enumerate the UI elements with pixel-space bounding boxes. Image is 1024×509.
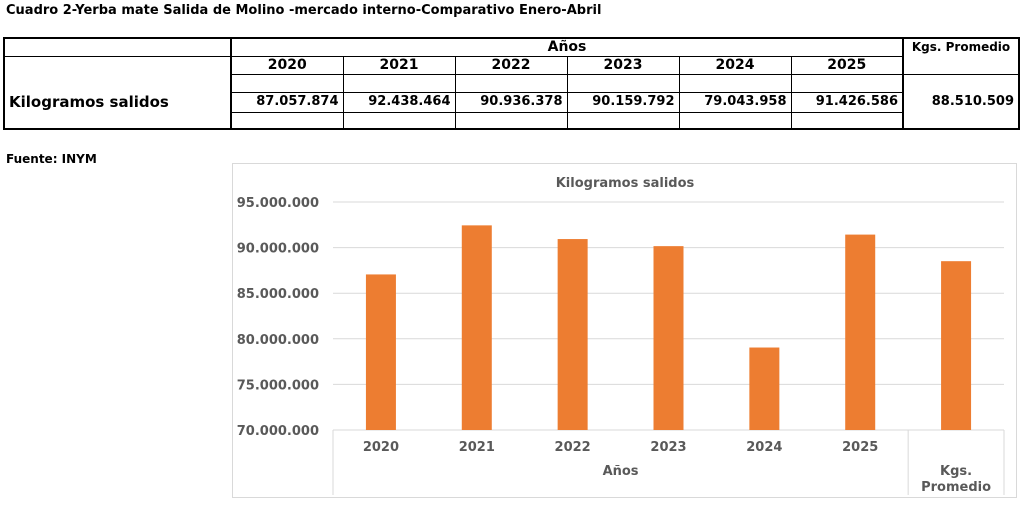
x-group-label: Años (603, 464, 639, 479)
average-value-cell: 88.510.509 (902, 92, 1021, 112)
label-spacer (3, 74, 232, 92)
years-group-header: Años (229, 37, 904, 57)
bar (365, 274, 396, 430)
bar (653, 246, 684, 430)
y-tick-label: 75.000.000 (237, 378, 319, 393)
value-cell: 90.159.792 (566, 91, 680, 113)
bar (749, 347, 780, 430)
label-spacer (3, 112, 232, 130)
bar (557, 239, 588, 430)
value-cell: 79.043.958 (678, 91, 792, 113)
x-tick-label: 2024 (746, 440, 782, 455)
year-header: 2024 (678, 55, 792, 75)
average-header: Kgs. Promedio (902, 37, 1021, 75)
bar-chart: Kilogramos salidos 70.000.000 75.000.000 8… (232, 163, 1017, 498)
x-tick-label: 2021 (459, 440, 495, 455)
chart-canvas: Kilogramos salidos 70.000.000 75.000.000 8… (237, 176, 1005, 495)
x-tick-label: 2025 (842, 440, 878, 455)
year-header: 2022 (454, 55, 568, 75)
x-tick-label: 2023 (650, 440, 686, 455)
row-label: Kilogramos salidos (3, 92, 232, 112)
value-cell: 91.426.586 (790, 91, 904, 113)
source-note: Fuente: INYM (6, 152, 97, 166)
year-header: 2020 (230, 55, 344, 75)
y-tick-label: 90.000.000 (237, 242, 319, 257)
x-tick-label: 2022 (555, 440, 591, 455)
page-title: Cuadro 2-Yerba mate Salida de Molino -me… (6, 3, 602, 18)
y-tick-label: 95.000.000 (237, 196, 319, 211)
y-tick-label: 70.000.000 (237, 424, 319, 439)
data-table: Años Kgs. Promedio 2020 2021 2022 2023 2… (3, 37, 1021, 130)
bar (845, 234, 876, 430)
year-header: 2023 (566, 55, 680, 75)
y-tick-label: 85.000.000 (237, 287, 319, 302)
bar (941, 261, 972, 430)
year-header: 2021 (342, 55, 456, 75)
bar (461, 225, 492, 430)
x-tick-label: Kgs. Promedio (921, 464, 991, 495)
label-spacer (3, 56, 232, 74)
value-cell: 92.438.464 (342, 91, 456, 113)
value-cell: 90.936.378 (454, 91, 568, 113)
x-tick-label: 2020 (363, 440, 399, 455)
y-tick-label: 80.000.000 (237, 333, 319, 348)
year-header: 2025 (790, 55, 904, 75)
empty-corner-cell (3, 37, 232, 57)
value-cell: 87.057.874 (230, 91, 344, 113)
chart-title: Kilogramos salidos (556, 176, 695, 191)
